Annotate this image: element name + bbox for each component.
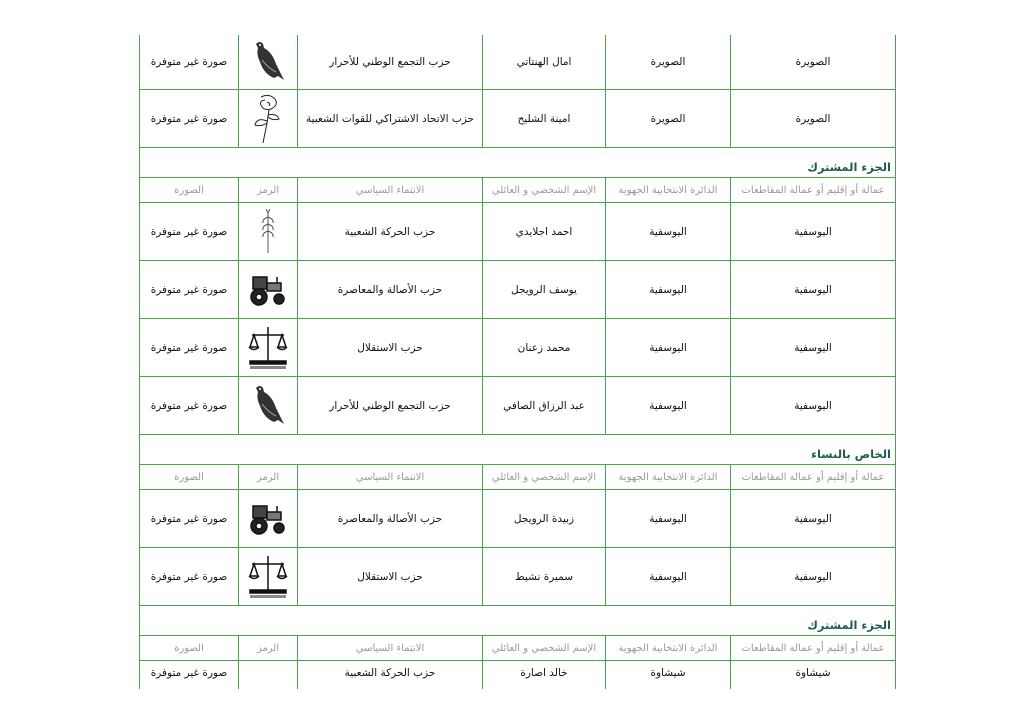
tractor-icon: [239, 502, 297, 536]
rose-icon: [239, 93, 297, 145]
name-cell: امال الهنتاتي: [482, 35, 606, 90]
party-cell: حزب الأصالة والمعاصرة: [297, 489, 483, 548]
name-cell: خالد اصارة: [482, 660, 606, 689]
column-header: الإسم الشخصي و العائلي: [482, 464, 606, 490]
dove-icon: [239, 382, 297, 430]
party-cell: حزب التجمع الوطني للأحرار: [297, 376, 483, 435]
table-row: اليوسفية اليوسفية عبد الرزاق الصافي حزب الت…: [139, 376, 896, 435]
name-cell: زبيدة الرويجل: [482, 489, 606, 548]
table-row: الصويرة الصويرة امال الهنتاتي حزب التجمع ال…: [139, 35, 896, 90]
district-cell: اليوسفية: [605, 318, 731, 377]
name-cell: احمد اجلايدي: [482, 202, 606, 261]
district-cell: اليوسفية: [605, 489, 731, 548]
district-cell: اليوسفية: [605, 547, 731, 606]
party-symbol-cell: [238, 376, 298, 435]
party-symbol-cell: [238, 89, 298, 148]
party-cell: حزب الأصالة والمعاصرة: [297, 260, 483, 319]
photo-cell: صورة غير متوفرة: [139, 489, 239, 548]
prefecture-cell: شيشاوة: [730, 660, 896, 689]
wheat-icon: [239, 208, 297, 255]
photo-cell: صورة غير متوفرة: [139, 260, 239, 319]
column-header: الرمز: [238, 464, 298, 490]
column-header: الانتماء السياسي: [297, 464, 483, 490]
section-header: الجزء المشترك: [139, 147, 896, 178]
prefecture-cell: اليوسفية: [730, 489, 896, 548]
photo-cell: صورة غير متوفرة: [139, 318, 239, 377]
column-header: الصورة: [139, 177, 239, 203]
column-header: الدائرة الانتخابية الجهوية: [605, 177, 731, 203]
photo-cell: صورة غير متوفرة: [139, 35, 239, 90]
party-cell: حزب الحركة الشعبية: [297, 660, 483, 689]
photo-cell: صورة غير متوفرة: [139, 547, 239, 606]
column-header-row: عمالة أو إقليم أو عمالة المقاطعات الدائرة…: [139, 635, 896, 661]
photo-cell: صورة غير متوفرة: [139, 89, 239, 148]
table-row: اليوسفية اليوسفية سميرة نشيط حزب الاستقلال ص…: [139, 547, 896, 606]
district-cell: شيشاوة: [605, 660, 731, 689]
party-symbol-cell: [238, 547, 298, 606]
section-title: الجزء المشترك: [139, 605, 896, 636]
column-header: الدائرة الانتخابية الجهوية: [605, 635, 731, 661]
district-cell: الصويرة: [605, 89, 731, 148]
table-row: اليوسفية اليوسفية احمد اجلايدي حزب الحركة ا…: [139, 202, 896, 261]
party-symbol-cell: [238, 489, 298, 548]
party-cell: حزب الحركة الشعبية: [297, 202, 483, 261]
section-title: الخاص بالنساء: [139, 434, 896, 465]
column-header: الرمز: [238, 635, 298, 661]
district-cell: الصويرة: [605, 35, 731, 90]
column-header: الانتماء السياسي: [297, 635, 483, 661]
section-title: الجزء المشترك: [139, 147, 896, 178]
table-row: اليوسفية اليوسفية محمد زعنان حزب الاستقلال ص…: [139, 318, 896, 377]
party-cell: حزب الاستقلال: [297, 318, 483, 377]
prefecture-cell: الصويرة: [730, 35, 896, 90]
prefecture-cell: الصويرة: [730, 89, 896, 148]
party-symbol-cell: [238, 202, 298, 261]
column-header: الإسم الشخصي و العائلي: [482, 177, 606, 203]
prefecture-cell: اليوسفية: [730, 202, 896, 261]
party-symbol-cell: [238, 318, 298, 377]
prefecture-cell: اليوسفية: [730, 260, 896, 319]
scales-icon: [239, 554, 297, 600]
district-cell: اليوسفية: [605, 260, 731, 319]
prefecture-cell: اليوسفية: [730, 318, 896, 377]
tractor-icon: [239, 273, 297, 307]
party-cell: حزب الاستقلال: [297, 547, 483, 606]
section-header: الجزء المشترك: [139, 605, 896, 636]
name-cell: امينة الشليح: [482, 89, 606, 148]
column-header: عمالة أو إقليم أو عمالة المقاطعات: [730, 177, 896, 203]
photo-cell: صورة غير متوفرة: [139, 376, 239, 435]
party-symbol-cell: [238, 35, 298, 90]
prefecture-cell: اليوسفية: [730, 376, 896, 435]
table-row: اليوسفية اليوسفية يوسف الرويجل حزب الأصالة …: [139, 260, 896, 319]
column-header: الصورة: [139, 464, 239, 490]
photo-cell: صورة غير متوفرة: [139, 202, 239, 261]
name-cell: سميرة نشيط: [482, 547, 606, 606]
prefecture-cell: اليوسفية: [730, 547, 896, 606]
party-cell: حزب التجمع الوطني للأحرار: [297, 35, 483, 90]
table-row: شيشاوة شيشاوة خالد اصارة حزب الحركة الشعبية…: [139, 660, 896, 689]
table-row: اليوسفية اليوسفية زبيدة الرويجل حزب الأصالة…: [139, 489, 896, 548]
party-cell: حزب الاتحاد الاشتراكي للقوات الشعبية: [297, 89, 483, 148]
column-header: الإسم الشخصي و العائلي: [482, 635, 606, 661]
party-symbol-cell: [238, 660, 298, 689]
column-header: الرمز: [238, 177, 298, 203]
party-symbol-cell: [238, 260, 298, 319]
column-header: الصورة: [139, 635, 239, 661]
district-cell: اليوسفية: [605, 202, 731, 261]
name-cell: يوسف الرويجل: [482, 260, 606, 319]
table-row: الصويرة الصويرة امينة الشليح حزب الاتحاد ال…: [139, 89, 896, 148]
column-header: عمالة أو إقليم أو عمالة المقاطعات: [730, 464, 896, 490]
photo-cell: صورة غير متوفرة: [139, 660, 239, 689]
section-header: الخاص بالنساء: [139, 434, 896, 465]
scales-icon: [239, 325, 297, 371]
district-cell: اليوسفية: [605, 376, 731, 435]
column-header-row: عمالة أو إقليم أو عمالة المقاطعات الدائرة…: [139, 464, 896, 490]
name-cell: عبد الرزاق الصافي: [482, 376, 606, 435]
column-header-row: عمالة أو إقليم أو عمالة المقاطعات الدائرة…: [139, 177, 896, 203]
column-header: عمالة أو إقليم أو عمالة المقاطعات: [730, 635, 896, 661]
candidates-table: الصويرة الصويرة امال الهنتاتي حزب التجمع ال…: [139, 35, 896, 689]
name-cell: محمد زعنان: [482, 318, 606, 377]
dove-icon: [239, 38, 297, 86]
column-header: الانتماء السياسي: [297, 177, 483, 203]
column-header: الدائرة الانتخابية الجهوية: [605, 464, 731, 490]
